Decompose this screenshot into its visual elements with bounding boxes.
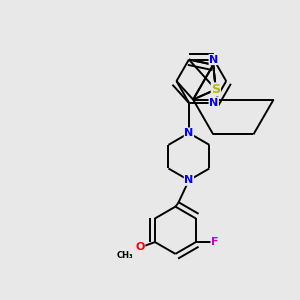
Text: N: N: [184, 175, 194, 185]
Text: N: N: [209, 98, 218, 108]
Text: N: N: [184, 128, 194, 138]
Text: F: F: [211, 237, 218, 247]
Text: O: O: [135, 242, 145, 253]
Text: CH₃: CH₃: [117, 251, 134, 260]
Text: S: S: [211, 83, 220, 96]
Text: N: N: [209, 55, 218, 64]
